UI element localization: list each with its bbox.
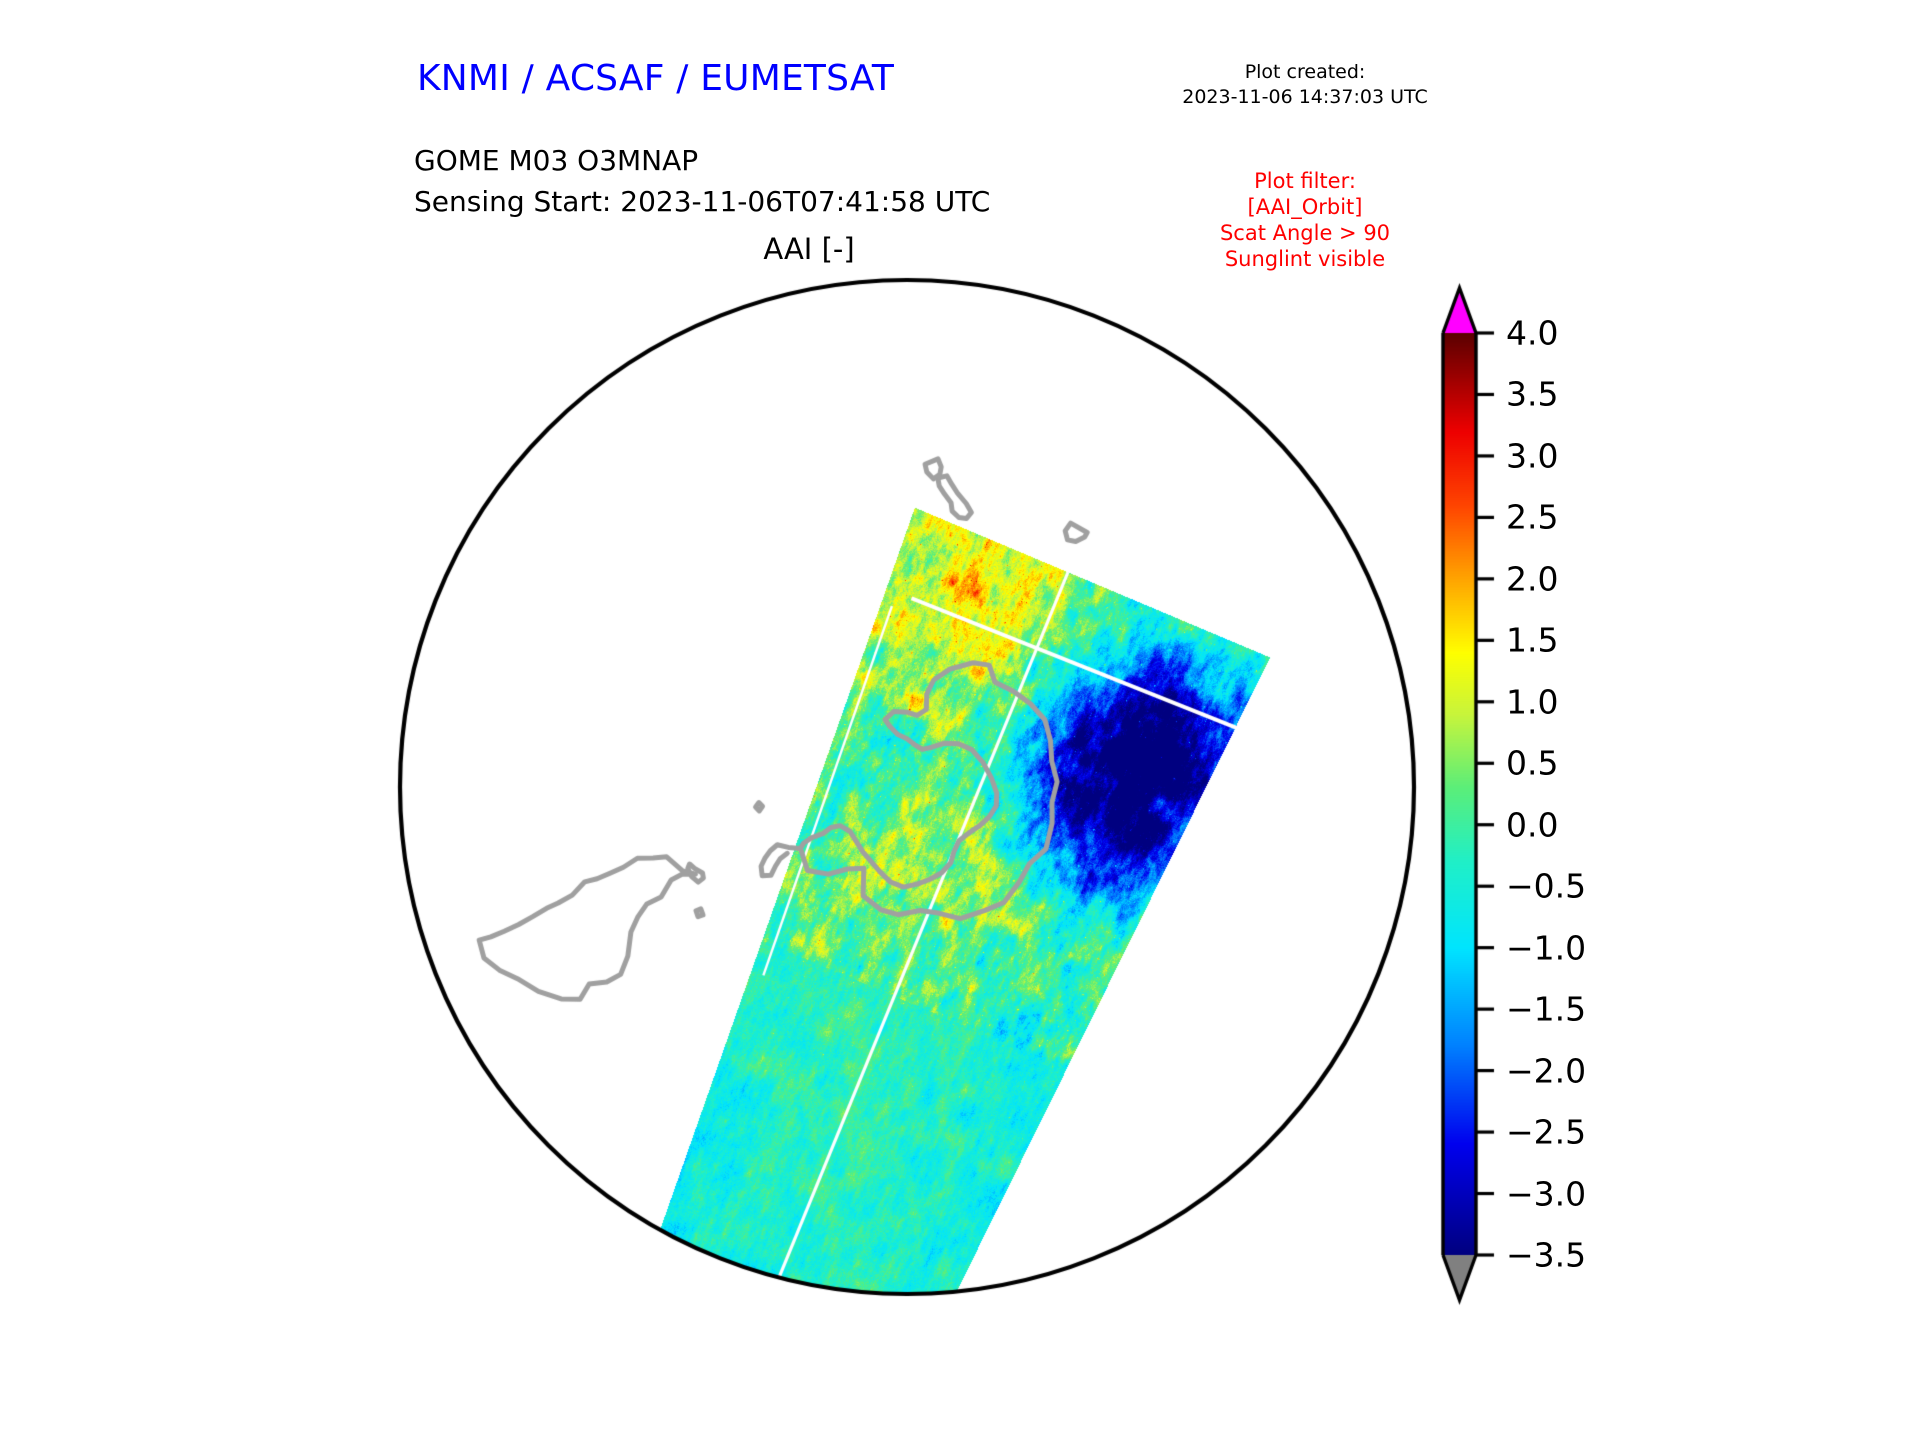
plot-created-value: 2023-11-06 14:37:03 UTC [1182,86,1428,108]
colorbar-tick-label: 0.5 [1506,743,1559,783]
colorbar-tick-label: −1.5 [1506,989,1587,1029]
plot-created-label: Plot created: [1244,61,1366,83]
colorbar-tick-label: −0.5 [1506,866,1587,906]
polar-map [395,275,1425,1310]
colorbar-tick-label: 4.0 [1506,313,1559,353]
colorbar-tick-label: 2.0 [1506,559,1559,599]
colorbar-tick-label: −2.0 [1506,1051,1587,1091]
map-canvas [395,275,1425,1310]
plot-filter-block: Plot filter: [AAI_Orbit] Scat Angle > 90… [1160,168,1450,272]
organisation-header: KNMI / ACSAF / EUMETSAT [417,58,895,99]
colorbar-tick-label: −2.5 [1506,1112,1587,1152]
colorbar-tick-label: 3.5 [1506,374,1559,414]
plot-filter-line-0: Plot filter: [1254,169,1356,193]
colorbar-tick-label: 1.5 [1506,620,1559,660]
page-title: AAI [-] [763,232,855,266]
sensing-start: Sensing Start: 2023-11-06T07:41:58 UTC [414,185,991,218]
plot-filter-line-3: Sunglint visible [1224,247,1386,271]
colorbar-tick-label: −1.0 [1506,928,1587,968]
colorbar-tick-label: −3.5 [1506,1235,1587,1275]
plot-filter-line-2: Scat Angle > 90 [1219,221,1391,245]
colorbar-tick-label: 1.0 [1506,682,1559,722]
colorbar: 4.0 3.5 3.0 2.5 2.0 1.5 1.0 0.5 0.0 −0.5 −1.0 −1.5 −… [1432,280,1762,1320]
plot-filter-line-1: [AAI_Orbit] [1247,195,1363,219]
colorbar-tick-label: 2.5 [1506,497,1559,537]
product-metadata: GOME M03 O3MNAP Sensing Start: 2023-11-0… [414,140,990,222]
colorbar-tick-label: 0.0 [1506,805,1559,845]
plot-created-block: Plot created: 2023-11-06 14:37:03 UTC [1160,60,1450,110]
colorbar-canvas [1432,280,1762,1320]
product-name: GOME M03 O3MNAP [414,144,699,177]
colorbar-tick-label: −3.0 [1506,1174,1587,1214]
colorbar-tick-label: 3.0 [1506,436,1559,476]
